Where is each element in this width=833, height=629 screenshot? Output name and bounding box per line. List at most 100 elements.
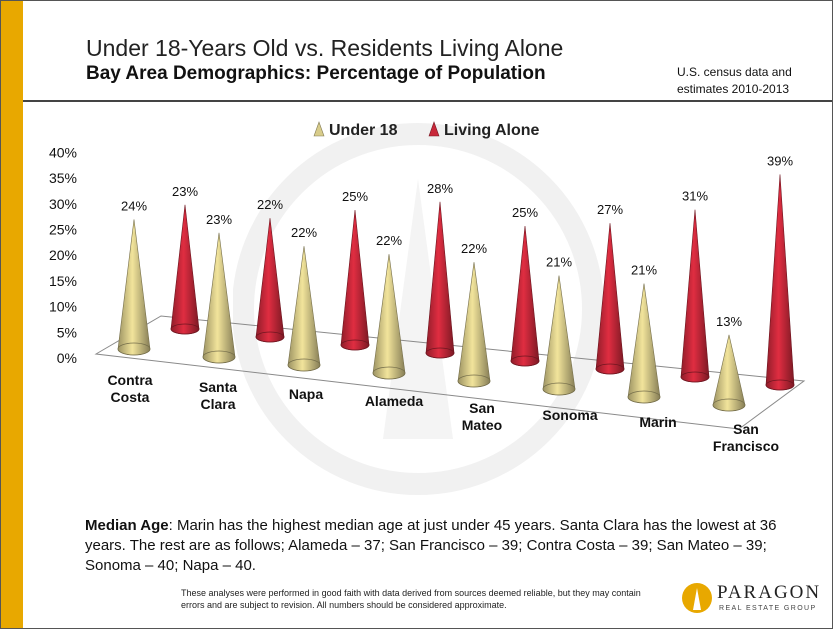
data-label: 23%: [172, 184, 198, 199]
y-tick-label: 40%: [49, 144, 77, 160]
under-18-cone: [542, 275, 576, 396]
living-alone-cone: [595, 223, 625, 375]
under-18-cone: [712, 334, 746, 412]
living-alone-cone: [425, 201, 455, 359]
under-18-cone-base: [287, 358, 321, 372]
living-alone-cone: [255, 218, 285, 343]
living-alone-cone: [340, 209, 370, 351]
under-18-cone-base: [712, 398, 746, 412]
y-tick-label: 30%: [49, 196, 77, 212]
category-label: Santa: [199, 379, 237, 395]
y-tick-label: 0%: [57, 350, 77, 366]
source-note: U.S. census data and estimates 2010-2013: [677, 64, 817, 98]
source-note-line2: estimates 2010-2013: [677, 82, 790, 96]
y-axis: 0% 5% 10% 15% 20% 25% 30% 35% 40%: [49, 144, 77, 366]
data-label: 13%: [716, 314, 742, 329]
data-label: 22%: [291, 225, 317, 240]
under-18-cone-body: [202, 232, 236, 364]
chart-marks: [117, 174, 795, 412]
y-tick-label: 5%: [57, 324, 77, 340]
category-label: Contra: [107, 372, 152, 388]
chart-title: Under 18-Years Old vs. Residents Living …: [86, 35, 564, 61]
living-alone-cone-base: [170, 323, 200, 335]
under-18-cone-body: [117, 219, 151, 356]
living-alone-cone-body: [170, 204, 200, 335]
title-divider: [23, 100, 832, 102]
category-label: Napa: [289, 386, 323, 402]
paragon-logo-icon: [682, 583, 712, 613]
data-label: 23%: [206, 212, 232, 227]
living-alone-cone-body: [340, 209, 370, 351]
under-18-cone-body: [712, 334, 746, 412]
data-label: 25%: [342, 189, 368, 204]
median-age-text: : Marin has the highest median age at ju…: [85, 517, 777, 574]
living-alone-cone: [680, 209, 710, 383]
legend-swatch-under-18: [313, 121, 325, 137]
logo-tagline: REAL ESTATE GROUP: [719, 605, 817, 612]
category-label: Costa: [111, 389, 150, 405]
data-label: 22%: [376, 233, 402, 248]
y-tick-label: 10%: [49, 299, 77, 315]
under-18-cone-base: [117, 342, 151, 356]
legend-swatch-living-alone: [428, 121, 440, 137]
category-label: San: [469, 400, 495, 416]
median-age-label: Median Age: [85, 517, 169, 534]
legend-item-under-18: Under 18: [313, 121, 398, 139]
living-alone-cone-base: [680, 371, 710, 383]
y-tick-label: 35%: [49, 170, 77, 186]
under-18-cone-body: [457, 262, 491, 388]
data-labels: 23% 24% 22% 23% 25% 22% 28% 22% 25% 22% 27% 21% 31% 2…: [121, 153, 793, 328]
under-18-cone-body: [287, 246, 321, 372]
under-18-cone-base: [457, 374, 491, 388]
legend-item-living-alone: Living Alone: [428, 121, 540, 139]
category-label: Clara: [200, 396, 235, 412]
under-18-cone: [287, 246, 321, 372]
disclaimer: These analyses were performed in good fa…: [181, 588, 641, 610]
logo-name: PARAGON: [717, 582, 822, 603]
under-18-cone: [372, 254, 406, 380]
source-note-line1: U.S. census data and: [677, 65, 792, 79]
category-label: Alameda: [365, 393, 424, 409]
category-label: Marin: [639, 414, 676, 430]
living-alone-cone: [510, 225, 540, 367]
living-alone-cone-body: [680, 209, 710, 383]
living-alone-cone-body: [765, 174, 795, 391]
living-alone-cone-body: [510, 225, 540, 367]
living-alone-cone-base: [340, 339, 370, 351]
living-alone-cone-base: [255, 331, 285, 343]
living-alone-cone-body: [255, 218, 285, 343]
y-tick-label: 20%: [49, 247, 77, 263]
living-alone-cone: [765, 174, 795, 391]
category-label: San: [733, 421, 759, 437]
y-tick-label: 15%: [49, 273, 77, 289]
under-18-cone-base: [202, 350, 236, 364]
living-alone-cone-base: [425, 347, 455, 359]
legend-label: Under 18: [329, 122, 398, 139]
legend: Under 18 Living Alone: [313, 121, 540, 139]
data-label: 22%: [257, 197, 283, 212]
data-label: 27%: [597, 202, 623, 217]
living-alone-cone-body: [425, 201, 455, 359]
under-18-cone-body: [627, 283, 661, 404]
under-18-cone: [202, 232, 236, 364]
data-label: 31%: [682, 189, 708, 204]
median-age-note: Median Age: Marin has the highest median…: [85, 516, 785, 576]
under-18-cone: [457, 262, 491, 388]
category-label: Sonoma: [542, 407, 597, 423]
under-18-cone-base: [542, 382, 576, 396]
living-alone-cone-body: [595, 223, 625, 375]
legend-label: Living Alone: [444, 122, 540, 139]
y-tick-label: 25%: [49, 222, 77, 238]
under-18-cone-base: [627, 390, 661, 404]
living-alone-cone-base: [765, 379, 795, 391]
chart-subtitle: Bay Area Demographics: Percentage of Pop…: [86, 63, 546, 84]
data-label: 24%: [121, 198, 147, 213]
data-label: 25%: [512, 205, 538, 220]
living-alone-cone-base: [510, 355, 540, 367]
under-18-cone-base: [372, 366, 406, 380]
data-label: 28%: [427, 181, 453, 196]
category-label: Francisco: [713, 438, 779, 454]
accent-bar: [1, 1, 23, 628]
